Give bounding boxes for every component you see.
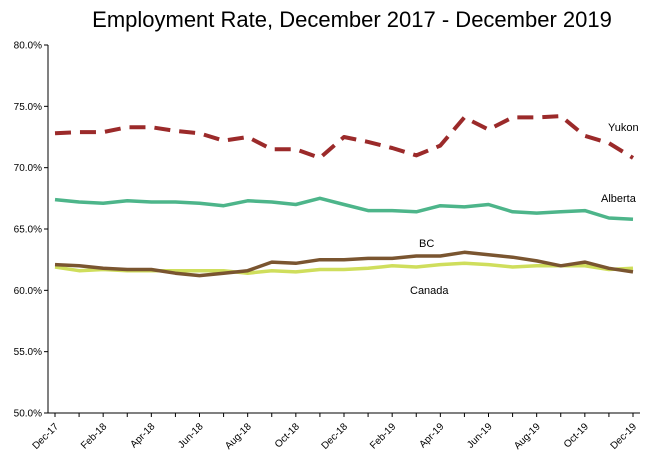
series-layer: [54, 114, 635, 278]
series-label-yukon: Yukon: [608, 122, 639, 134]
series-line-yukon: [54, 114, 635, 160]
x-tick-label: Dec-19: [609, 421, 640, 452]
series-line-alberta: [54, 196, 634, 221]
series-labels: Yukon Alberta BC Canada: [410, 122, 639, 297]
x-tick-label: Apr-19: [417, 421, 446, 450]
x-tick-label: Dec-18: [320, 421, 351, 452]
series-label-bc: BC: [419, 238, 434, 250]
y-tick-label: 55.0%: [14, 347, 42, 358]
x-tick-label: Feb-18: [79, 421, 109, 451]
y-tick-label: 80.0%: [14, 41, 42, 52]
y-tick-label: 65.0%: [14, 225, 42, 236]
x-tick-label: Aug-19: [512, 421, 543, 452]
x-tick-label: Aug-18: [223, 421, 254, 452]
y-tick-label: 50.0%: [14, 409, 42, 420]
x-tick-label: Dec-17: [31, 421, 62, 452]
x-tick-label: Oct-19: [562, 421, 591, 450]
x-tick-label: Jun-18: [176, 421, 206, 451]
x-tick-label: Feb-19: [368, 421, 398, 451]
x-tick-label: Oct-18: [273, 421, 302, 450]
y-tick-label: 75.0%: [14, 102, 42, 113]
x-tick-label: Apr-18: [128, 421, 157, 450]
x-tick-label: Jun-19: [465, 421, 495, 451]
chart-title: Employment Rate, December 2017 - Decembe…: [92, 7, 612, 32]
y-axis: 50.0% 55.0% 60.0% 65.0% 70.0% 75.0% 80.0%: [14, 41, 49, 420]
series-line-bc: [54, 250, 634, 278]
y-tick-label: 70.0%: [14, 163, 42, 174]
series-label-alberta: Alberta: [601, 193, 637, 205]
series-label-canada: Canada: [410, 285, 449, 297]
x-axis: Dec-17 Feb-18 Apr-18 Jun-18 Aug-18 Oct-18 Dec-…: [31, 412, 640, 452]
y-tick-label: 60.0%: [14, 286, 42, 297]
